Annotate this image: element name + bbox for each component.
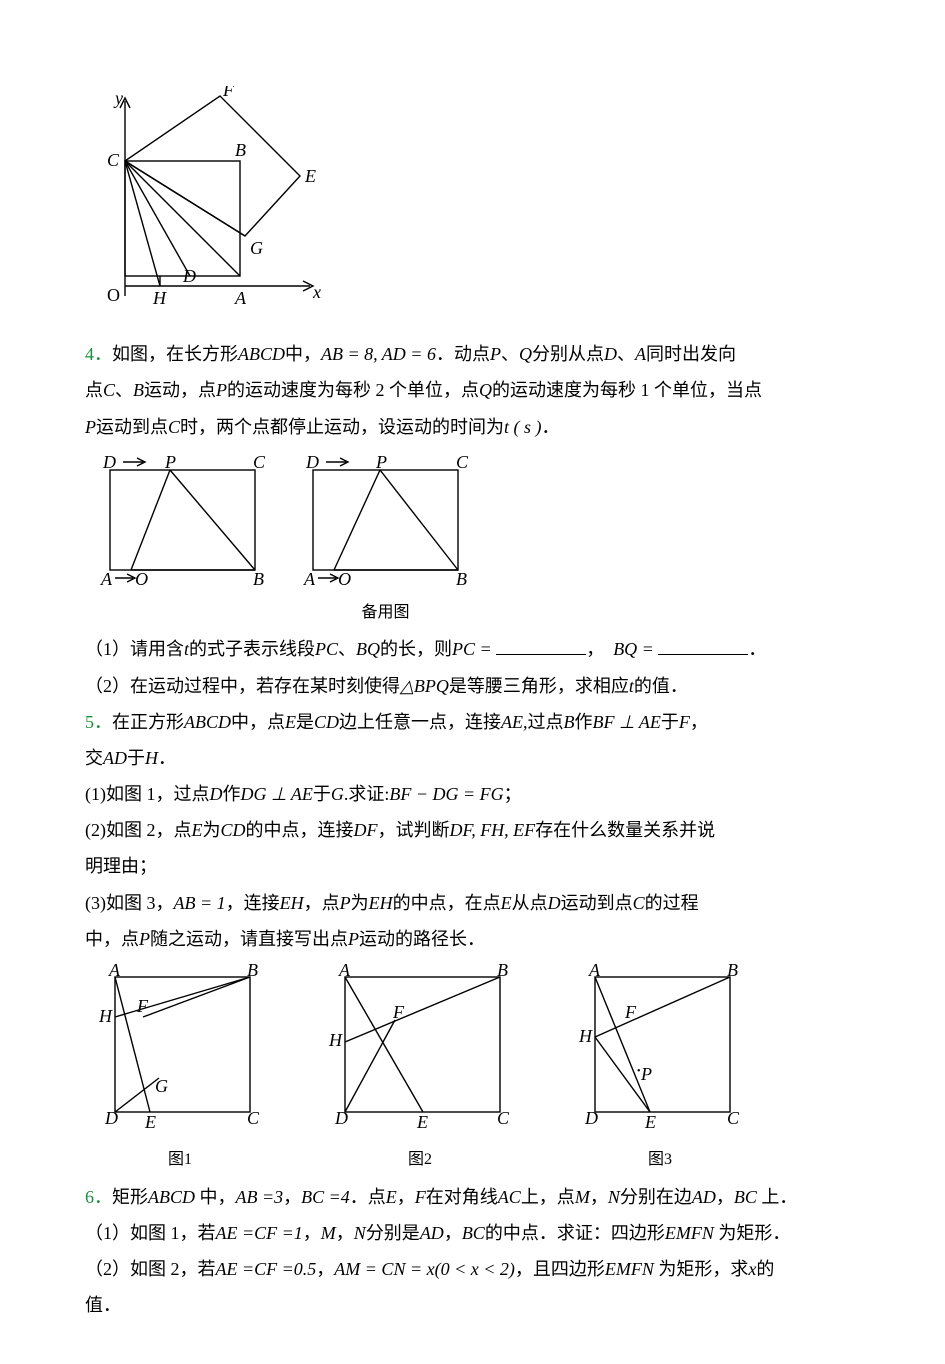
q4-fig-right: D P C A Q B 备用图 — [298, 450, 473, 629]
svg-text:E: E — [144, 1112, 156, 1132]
svg-text:H: H — [578, 1026, 593, 1046]
svg-text:B: B — [456, 569, 467, 585]
q6-p2: （2）如图 2，若AE =CF =0.5，AM = CN = x(0 < x <… — [85, 1252, 875, 1286]
svg-text:C: C — [456, 452, 469, 472]
q3-figure: O H A x y C B D F E G — [95, 86, 875, 327]
svg-text:P: P — [164, 452, 176, 472]
q5-p2: (2)如图 2，点E为CD的中点，连接DF，试判断DF, FH, EF存在什么数… — [85, 813, 875, 847]
svg-text:D: D — [182, 266, 196, 286]
q6-line1: 6．矩形ABCD 中，AB =3，BC =4．点E，F在对角线AC上，点M，N分… — [85, 1180, 875, 1214]
svg-text:D: D — [102, 452, 116, 472]
svg-text:A: A — [100, 569, 113, 585]
q5-fig2-caption: 图2 — [325, 1145, 515, 1175]
q5-fig3: AB DC HF EP • 图3 — [575, 962, 745, 1176]
svg-text:H: H — [328, 1030, 343, 1050]
q5-fig3-caption: 图3 — [575, 1145, 745, 1175]
q4-fig-caption: 备用图 — [298, 598, 473, 628]
q6-p1: （1）如图 1，若AE =CF =1，M，N分别是AD，BC的中点．求证：四边形… — [85, 1216, 875, 1250]
svg-text:H: H — [152, 288, 167, 308]
svg-text:•: • — [637, 1066, 641, 1077]
q4-line3: P运动到点C时，两个点都停止运动，设运动的时间为t ( s )． — [85, 410, 875, 444]
blank-pc — [496, 636, 586, 655]
q5-figures: AB DC HF GE 图1 AB DC HF E 图2 AB DC HF — [95, 962, 875, 1176]
q5-p1: (1)如图 1，过点D作DG ⊥ AE于G.求证:BF − DG = FG； — [85, 777, 875, 811]
q4-line2: 点C、B运动，点P的运动速度为每秒 2 个单位，点Q的运动速度为每秒 1 个单位… — [85, 373, 875, 407]
svg-text:C: C — [253, 452, 266, 472]
svg-text:C: C — [497, 1108, 510, 1128]
svg-text:x: x — [312, 282, 321, 302]
q5-fig1: AB DC HF GE 图1 — [95, 962, 265, 1176]
q6-p2b: 值． — [85, 1288, 875, 1322]
q4-fig-left: D P C A Q B — [95, 450, 270, 596]
q4-part2: （2）在运动过程中，若存在某时刻使得△BPQ是等腰三角形，求相应t的值． — [85, 669, 875, 703]
q4-number: 4． — [85, 344, 112, 364]
q4-part1: （1）请用含t的式子表示线段PC、BQ的长，则PC = ， BQ = ． — [85, 632, 875, 666]
svg-text:H: H — [98, 1006, 113, 1026]
q3-svg: O H A x y C B D F E G — [95, 86, 325, 316]
svg-text:C: C — [727, 1108, 740, 1128]
svg-text:O: O — [107, 285, 120, 305]
svg-text:A: A — [303, 569, 316, 585]
q6-number: 6． — [85, 1187, 112, 1207]
svg-text:G: G — [250, 238, 263, 258]
blank-bq — [658, 636, 748, 655]
q5-line2: 交AD于H． — [85, 741, 875, 775]
svg-text:P: P — [640, 1064, 652, 1084]
q5-p3b: 中，点P随之运动，请直接写出点P运动的路径长． — [85, 922, 875, 956]
svg-text:D: D — [305, 452, 319, 472]
svg-text:E: E — [304, 166, 316, 186]
q4-line1: 4．如图，在长方形ABCD中，AB = 8, AD = 6．动点P、Q分别从点D… — [85, 337, 875, 371]
svg-text:B: B — [235, 140, 246, 160]
q5-p3: (3)如图 3，AB = 1，连接EH，点P为EH的中点，在点E从点D运动到点C… — [85, 886, 875, 920]
q5-p2b: 明理由； — [85, 849, 875, 883]
svg-text:C: C — [107, 150, 120, 170]
svg-text:C: C — [247, 1108, 260, 1128]
svg-text:E: E — [644, 1112, 656, 1132]
svg-text:P: P — [375, 452, 387, 472]
svg-text:B: B — [253, 569, 264, 585]
svg-text:E: E — [416, 1112, 428, 1132]
svg-text:A: A — [234, 288, 247, 308]
svg-text:F: F — [222, 86, 235, 100]
svg-text:Q: Q — [135, 569, 148, 585]
svg-text:F: F — [136, 996, 149, 1016]
svg-text:Q: Q — [338, 569, 351, 585]
svg-text:y: y — [113, 88, 123, 108]
q5-number: 5． — [85, 712, 112, 732]
q4-figures: D P C A Q B D P C A Q B 备用图 — [95, 450, 875, 629]
q5-line1: 5．在正方形ABCD中，点E是CD边上任意一点，连接AE,过点B作BF ⊥ AE… — [85, 705, 875, 739]
q5-fig2: AB DC HF E 图2 — [325, 962, 515, 1176]
q5-fig1-caption: 图1 — [95, 1145, 265, 1175]
svg-text:D: D — [584, 1108, 598, 1128]
